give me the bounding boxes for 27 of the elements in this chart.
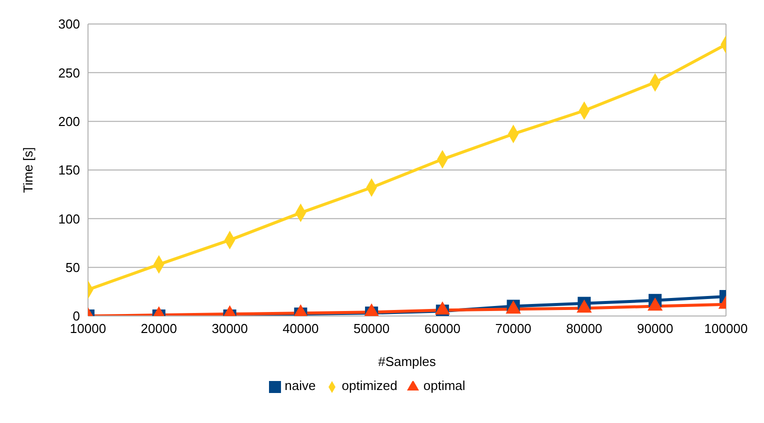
point [576, 299, 592, 313]
y-tick-label: 100 [58, 211, 80, 226]
y-tick-label: 150 [58, 162, 80, 178]
y-axis-title: Time [s] [20, 147, 36, 193]
legend-label: optimal [423, 378, 466, 393]
x-tick-label: 80000 [566, 321, 602, 336]
y-tick-label: 250 [58, 65, 80, 80]
x-tick-label: 60000 [424, 321, 461, 336]
x-tick-label: 70000 [495, 321, 532, 336]
y-tick-label: 50 [66, 260, 80, 275]
legend-label: optimized [342, 378, 398, 393]
x-tick-label: 90000 [637, 321, 674, 336]
x-tick-label: 100000 [704, 321, 748, 336]
legend-label: naive [284, 378, 316, 393]
x-tick-label: 20000 [140, 321, 177, 336]
y-tick-label: 0 [72, 308, 80, 324]
x-tick-label: 50000 [353, 321, 390, 336]
x-tick-label: 10000 [70, 321, 106, 336]
y-tick-label: 300 [58, 16, 80, 32]
point [648, 297, 663, 311]
point [293, 304, 308, 316]
y-tick-label: 200 [58, 114, 80, 129]
point [364, 303, 380, 316]
point [434, 301, 450, 315]
x-tick-label: 30000 [212, 321, 248, 336]
x-tick-label: 40000 [282, 321, 319, 336]
x-axis-title: #Samples [378, 354, 436, 369]
